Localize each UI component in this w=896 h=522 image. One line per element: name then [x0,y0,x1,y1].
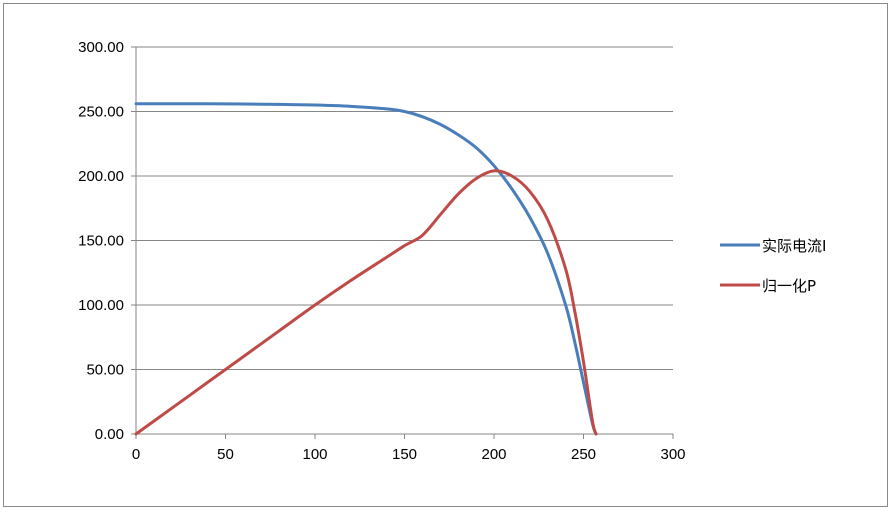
y-tick-label-2: 100.00 [78,297,124,314]
series-line-1 [134,169,598,436]
x-tick-label-5: 250 [571,446,596,463]
series-line-0 [134,102,598,436]
y-tick-label-3: 150.00 [78,233,124,250]
y-tick-label-5: 250.00 [78,104,124,121]
legend-label-1: 归一化P [762,277,816,295]
x-tick-label-0: 0 [132,446,140,463]
y-tick-label-0: 0.00 [95,426,124,443]
y-tick-label-1: 50.00 [86,362,124,379]
y-tick-label-6: 300.00 [78,39,124,56]
x-tick-label-2: 100 [302,446,327,463]
x-tick-label-4: 200 [481,446,506,463]
y-tick-label-4: 200.00 [78,168,124,185]
x-tick-label-6: 300 [660,446,685,463]
x-tick-label-3: 150 [392,446,417,463]
x-tick-label-1: 50 [217,446,234,463]
chart-frame: 0.00 50.00 100.00 150.00 200.00 250.00 300.00 0… [3,3,888,507]
legend-label-0: 实际电流I [762,237,826,255]
line-chart: 0.00 50.00 100.00 150.00 200.00 250.00 300.00 0… [78,39,826,463]
